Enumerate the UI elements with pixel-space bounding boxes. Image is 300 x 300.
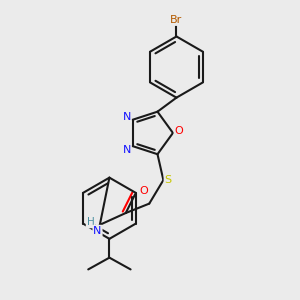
Text: O: O	[174, 126, 183, 136]
Text: N: N	[122, 145, 131, 154]
Text: N: N	[122, 112, 131, 122]
Text: H: H	[87, 218, 94, 227]
Text: Br: Br	[170, 15, 183, 25]
Text: S: S	[164, 175, 172, 185]
Text: N: N	[93, 226, 102, 236]
Text: O: O	[139, 186, 148, 196]
